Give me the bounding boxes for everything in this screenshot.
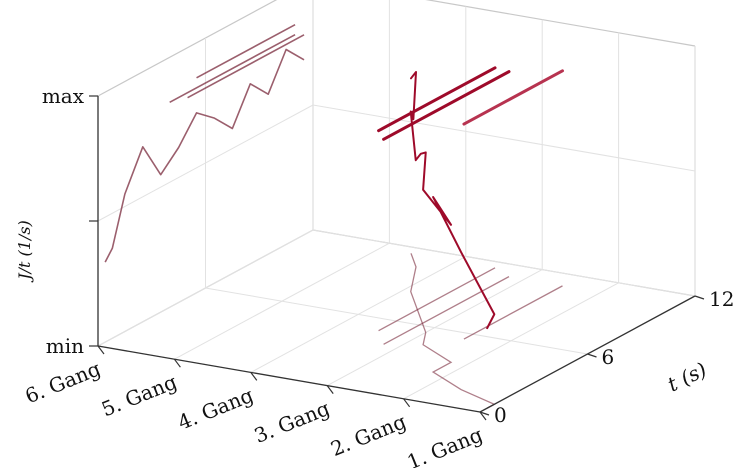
series-line-3	[462, 69, 564, 126]
y-axis-label: t (s)	[664, 357, 711, 396]
chart-series	[377, 66, 564, 330]
series-floor-projection	[378, 267, 496, 332]
z-tick-label: min	[46, 334, 84, 358]
chart-projections	[104, 23, 563, 409]
floor-gridline	[312, 229, 696, 297]
x-tick-label: 6. Gang	[22, 356, 104, 408]
x-tick-label: 2. Gang	[327, 409, 409, 461]
series-floor-projection	[410, 253, 496, 409]
series-wall-projection	[169, 33, 296, 104]
y-tick-label: 0	[494, 403, 507, 427]
z-tick-label: max	[42, 84, 85, 108]
series-line-2	[382, 70, 511, 141]
x-tick-label: 5. Gang	[98, 370, 180, 422]
y-tick	[587, 353, 597, 358]
x-tick	[326, 385, 334, 394]
series-wall-projection	[196, 23, 296, 79]
x-tick	[403, 398, 411, 408]
series-line-1	[377, 66, 497, 133]
y-tick	[694, 295, 705, 300]
x-tick	[250, 372, 258, 381]
backwall-gridline	[312, 104, 696, 172]
x-tick-label: 4. Gang	[174, 383, 256, 435]
y-tick-label: 12	[709, 287, 734, 311]
z-axis-label: J/t (1/s)	[15, 220, 34, 283]
x-tick-label: 1. Gang	[404, 422, 486, 468]
series-floor-projection	[463, 285, 563, 340]
chart-axes	[89, 95, 705, 421]
y-tick	[479, 411, 490, 416]
x-tick-label: 3. Gang	[251, 396, 333, 448]
y-tick-label: 6	[602, 345, 615, 369]
x-axis-line	[97, 345, 481, 413]
x-tick	[479, 411, 487, 421]
pane-edge	[425, 0, 696, 47]
series-floor-projection	[383, 276, 510, 345]
x-tick	[173, 358, 181, 368]
sidewall-gridline	[97, 104, 314, 222]
series-line-0	[409, 70, 496, 330]
series-wall-projection	[187, 34, 305, 99]
x-tick	[97, 345, 105, 355]
series-wall-projection	[104, 48, 305, 263]
